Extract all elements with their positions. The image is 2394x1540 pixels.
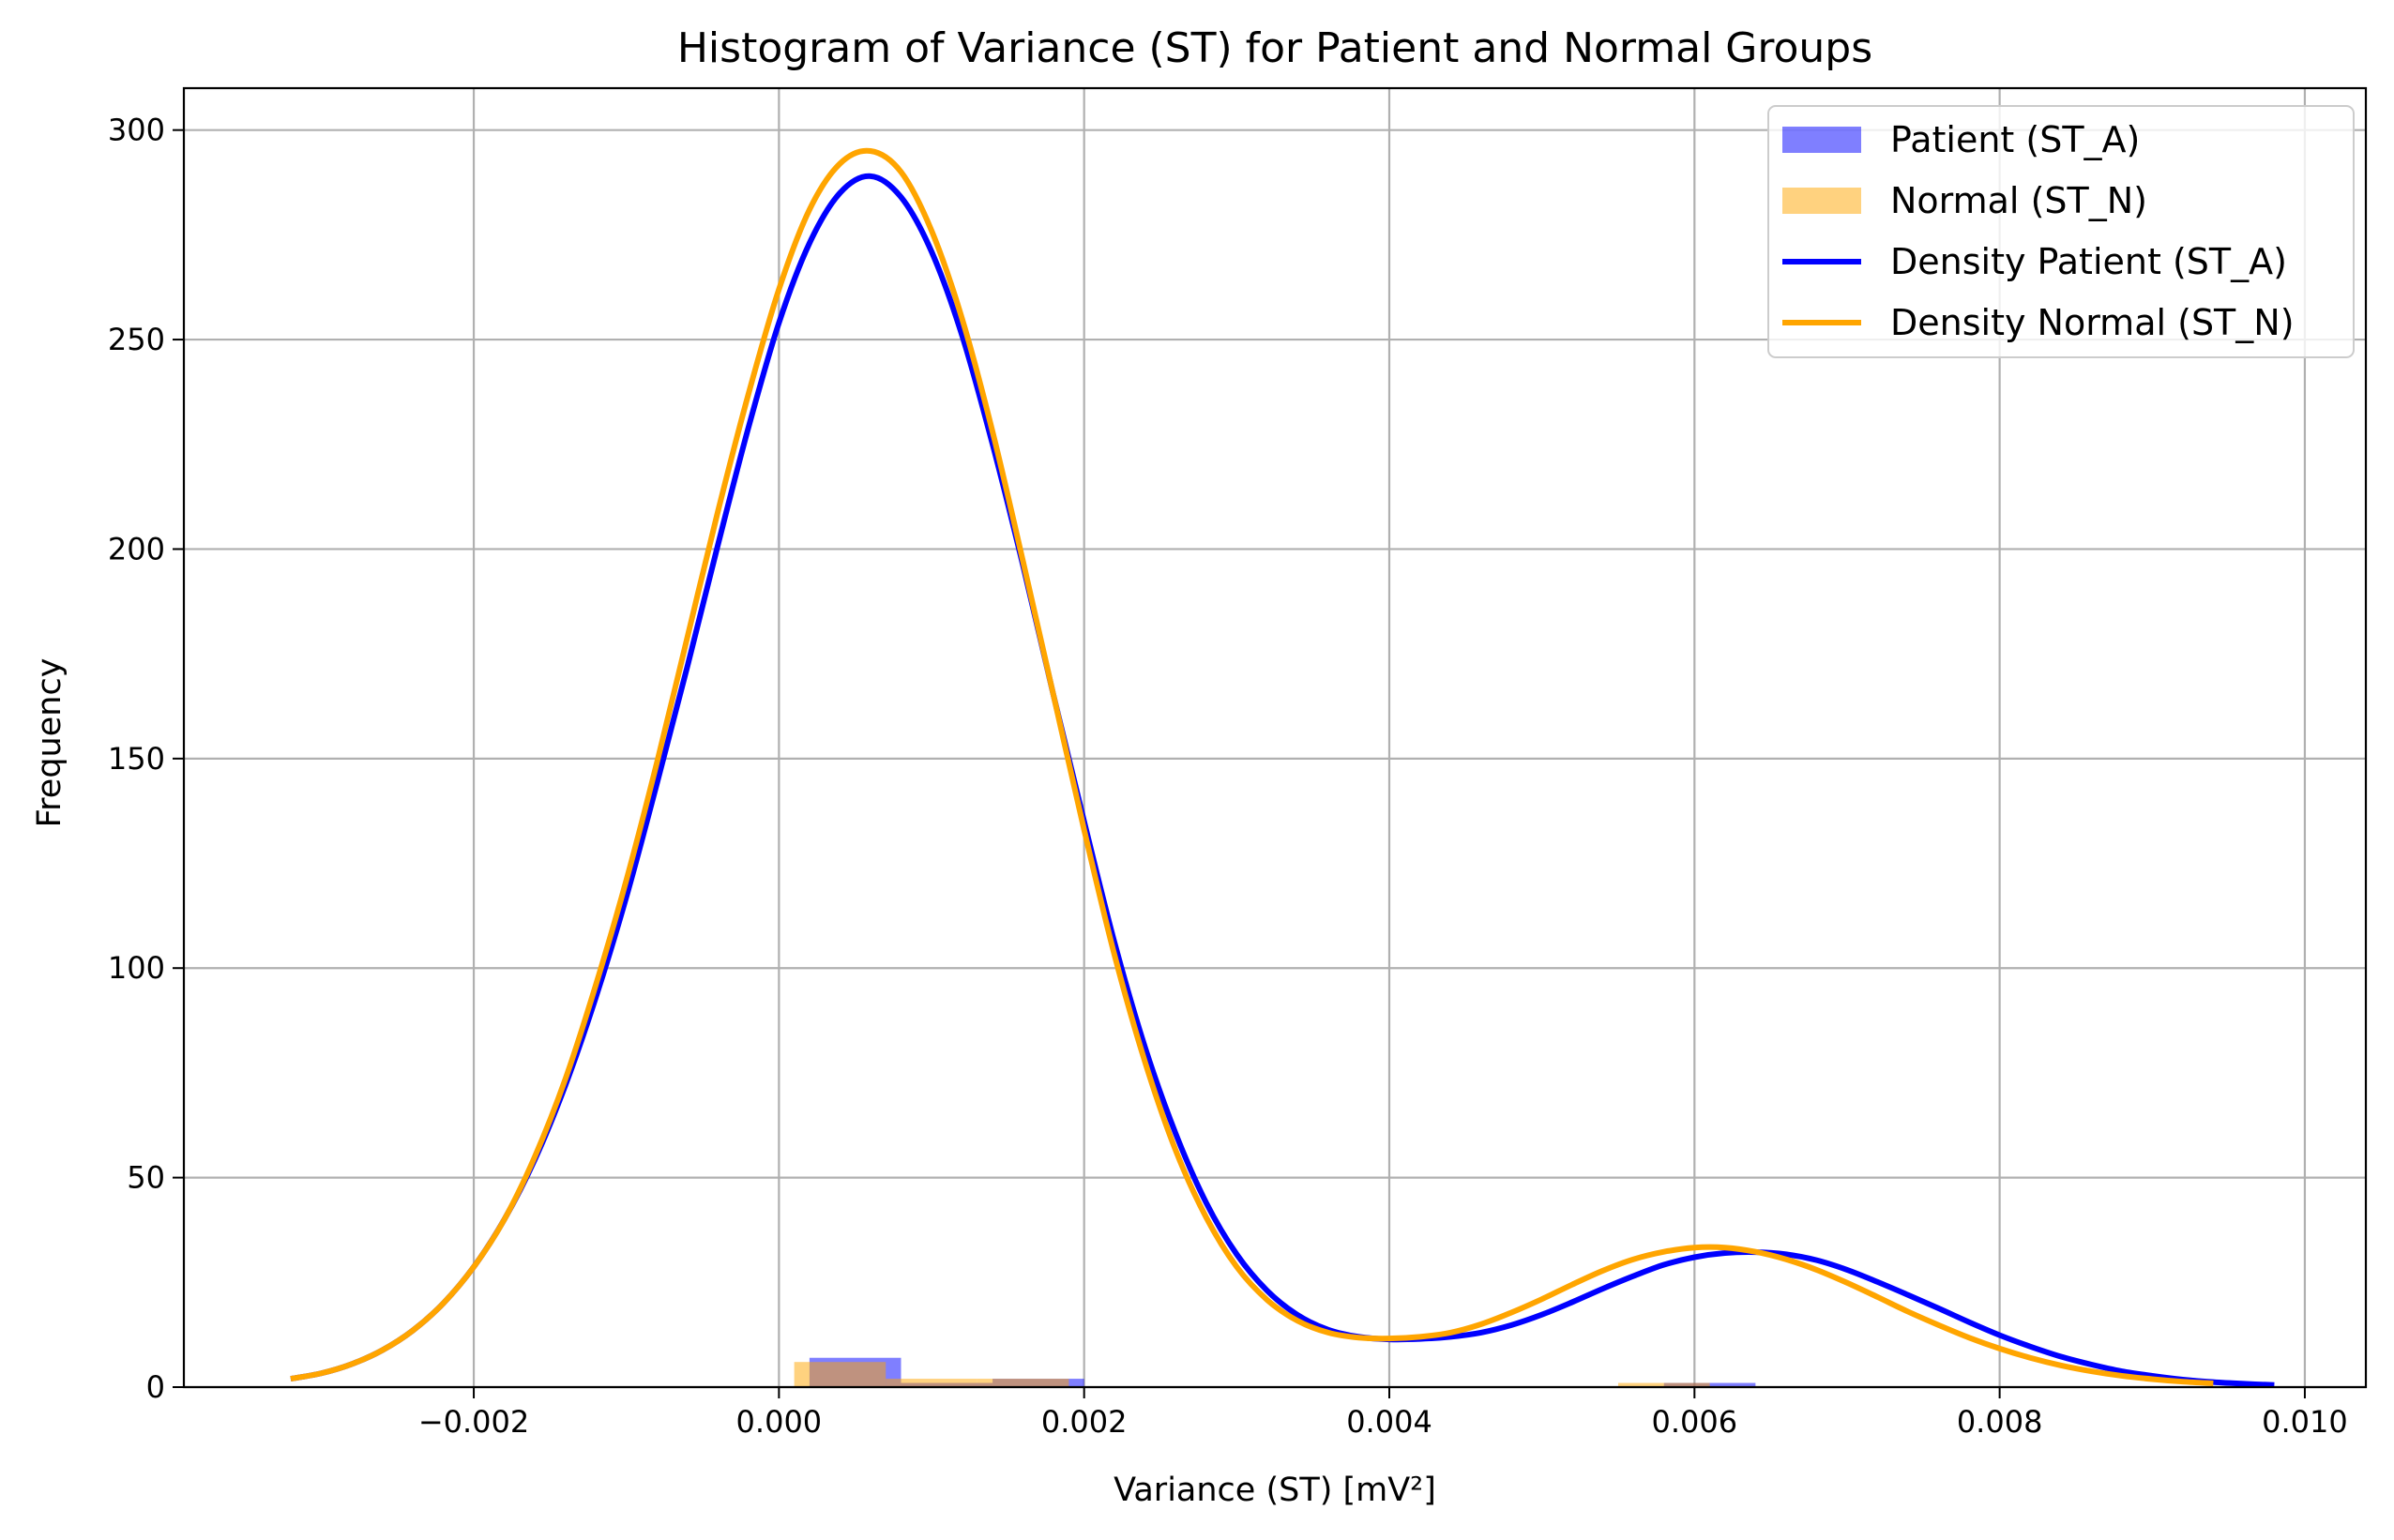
legend-label: Patient (ST_A) xyxy=(1890,119,2140,160)
legend-box xyxy=(1767,105,2355,358)
histogram-bar xyxy=(886,1379,977,1387)
legend-label: Density Normal (ST_N) xyxy=(1890,302,2295,343)
legend-label: Density Patient (ST_A) xyxy=(1890,241,2287,282)
chart-title: Histogram of Variance (ST) for Patient a… xyxy=(677,24,1872,72)
x-tick-label: −0.002 xyxy=(418,1404,529,1440)
x-axis-label: Variance (ST) [mV²] xyxy=(1114,1472,1436,1509)
x-tick-label: 0.000 xyxy=(736,1404,823,1440)
histogram-bar xyxy=(1617,1382,1710,1387)
histogram-bars xyxy=(794,1357,1756,1387)
histogram-bar xyxy=(1663,1382,1756,1387)
legend: Patient (ST_A) Normal (ST_N) Density Patie… xyxy=(1767,105,2355,358)
y-tick-label: 300 xyxy=(108,113,165,148)
legend-swatch xyxy=(1782,127,1861,153)
y-tick-label: 50 xyxy=(127,1160,165,1196)
legend-label: Normal (ST_N) xyxy=(1890,180,2147,221)
x-tick-label: 0.004 xyxy=(1346,1404,1432,1440)
legend-swatch xyxy=(1782,188,1861,214)
x-tick-label: 0.006 xyxy=(1652,1404,1738,1440)
y-tick-label: 100 xyxy=(108,950,165,986)
density-lines xyxy=(290,147,2275,1388)
y-tick-label: 0 xyxy=(146,1369,165,1405)
plot-frame xyxy=(182,86,2368,1389)
y-tick-label: 250 xyxy=(108,322,165,357)
y-axis-label: Frequency xyxy=(31,658,68,828)
x-axis: −0.002 0.000 0.002 0.004 0.006 0.008 0.010 xyxy=(418,1387,2348,1440)
y-tick-label: 200 xyxy=(108,531,165,566)
density-line xyxy=(290,147,2214,1386)
histogram-bar xyxy=(977,1379,1069,1387)
y-tick-label: 150 xyxy=(108,741,165,777)
x-tick-label: 0.002 xyxy=(1041,1404,1128,1440)
x-tick-label: 0.008 xyxy=(1957,1404,2043,1440)
x-tick-label: 0.010 xyxy=(2262,1404,2348,1440)
y-axis: 0 50 100 150 200 250 300 xyxy=(108,113,184,1405)
density-line xyxy=(290,173,2275,1388)
histogram-bar xyxy=(794,1362,886,1387)
